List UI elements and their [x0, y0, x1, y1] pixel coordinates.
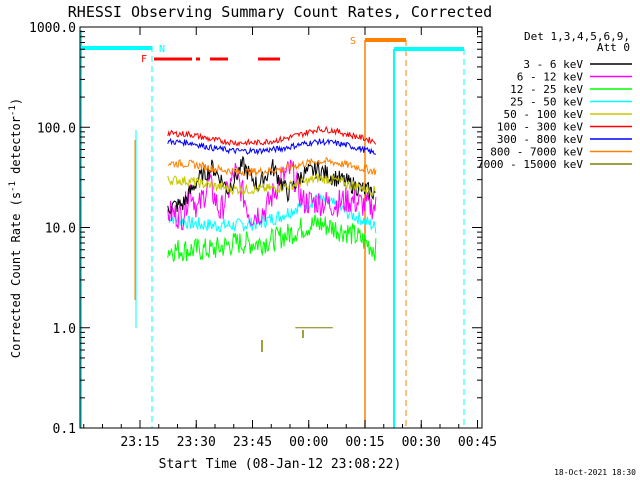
y-tick-label-0: 0.1: [53, 422, 76, 437]
series-line-3: [167, 194, 377, 234]
x-tick-label-2: 23:45: [233, 435, 272, 450]
footer-date: 18-Oct-2021 18:30: [554, 468, 636, 477]
x-tick-label-1: 23:30: [177, 435, 216, 450]
y-tick-label-3: 100.0: [37, 121, 76, 136]
legend-label-5: 100 - 300 keV: [497, 121, 583, 134]
annotation-s: S: [350, 36, 356, 47]
series-line-2: [167, 214, 377, 263]
y-tick-label-4: 1000.0: [29, 21, 76, 36]
x-tick-label-4: 00:15: [345, 435, 384, 450]
annotation-n: N: [159, 44, 165, 55]
legend-label-8: 7000 - 15000 keV: [477, 158, 583, 171]
legend-label-6: 300 - 800 keV: [497, 133, 583, 146]
x-tick-label-3: 00:00: [289, 435, 328, 450]
legend-label-4: 50 - 100 keV: [504, 108, 584, 121]
legend-label-1: 6 - 12 keV: [517, 71, 584, 84]
series-layer: [167, 125, 377, 329]
x-axis-label: Start Time (08-Jan-12 23:08:22): [159, 457, 402, 472]
annotation-f: F: [141, 54, 147, 65]
chart-title: RHESSI Observing Summary Count Rates, Co…: [68, 3, 492, 21]
plot-frame: [79, 26, 483, 429]
legend-title-1: Det 1,3,4,5,6,9,: [524, 30, 630, 43]
x-tick-label-6: 00:45: [458, 435, 497, 450]
x-tick-label-0: 23:15: [120, 435, 159, 450]
x-tick-label-5: 00:30: [402, 435, 441, 450]
y-tick-label-1: 1.0: [53, 322, 76, 337]
legend-label-7: 800 - 7000 keV: [490, 146, 583, 159]
series-line-1: [167, 159, 377, 231]
y-axis-label: Corrected Count Rate (s-1 detector-1): [8, 98, 23, 358]
axis-ticks: 23:15 23:30 23:45 00:00 00:15 00:30 00:45 0.1 1.…: [29, 21, 497, 450]
series-line-7: [167, 156, 377, 177]
legend-label-0: 3 - 6 keV: [523, 58, 583, 71]
series-line-6: [167, 137, 377, 156]
y-tick-label-2: 10.0: [45, 222, 76, 237]
legend-label-3: 25 - 50 keV: [510, 96, 583, 109]
legend-label-2: 12 - 25 keV: [510, 83, 583, 96]
series-line-4: [167, 172, 377, 196]
legend-title-2: Att 0: [597, 41, 630, 54]
orbit-markers: [80, 30, 465, 428]
series-line-5: [167, 125, 377, 147]
